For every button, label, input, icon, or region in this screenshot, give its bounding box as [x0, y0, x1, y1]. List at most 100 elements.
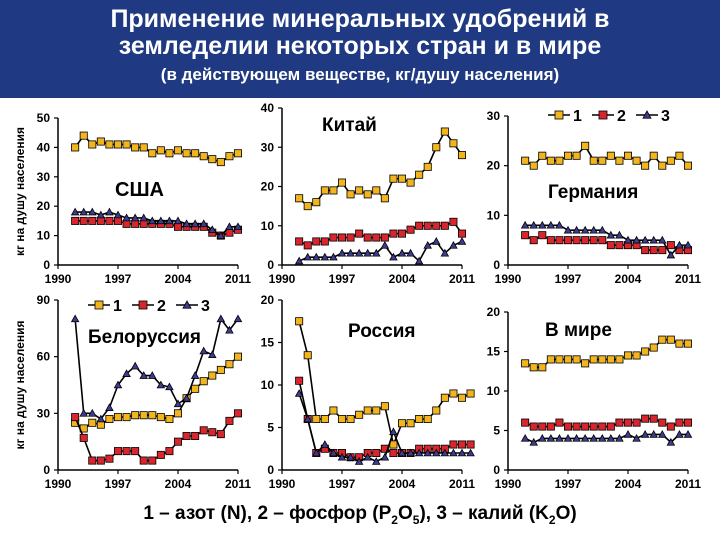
data-point: [346, 414, 355, 423]
data-point: [675, 151, 684, 160]
data-point: [598, 433, 607, 442]
data-point: [182, 300, 192, 309]
data-point: [606, 355, 615, 364]
data-point: [363, 190, 372, 199]
data-point: [623, 430, 633, 438]
data-point: [372, 457, 381, 465]
data-point: [397, 229, 406, 238]
data-point: [675, 418, 684, 427]
data-point: [581, 359, 590, 368]
data-point: [312, 414, 321, 423]
data-point: [641, 161, 650, 170]
x-tick-label: 2011: [225, 477, 251, 491]
data-point: [440, 448, 450, 457]
data-point: [440, 248, 450, 257]
data-point: [529, 161, 538, 170]
data-point: [225, 222, 234, 231]
data-point: [615, 355, 624, 364]
data-point: [642, 110, 652, 119]
data-point: [598, 225, 607, 234]
data-point: [337, 248, 347, 257]
y-tick-label: 20: [261, 293, 275, 307]
data-point: [346, 452, 355, 461]
data-point: [529, 363, 538, 372]
data-point: [346, 248, 355, 257]
data-point: [156, 413, 165, 422]
x-tick-label: 1990: [45, 272, 72, 286]
data-point: [329, 233, 338, 242]
data-point: [457, 448, 467, 457]
data-point: [165, 447, 174, 456]
data-point: [658, 430, 667, 438]
data-point: [225, 152, 234, 161]
data-point: [641, 347, 650, 356]
data-point: [598, 422, 607, 431]
data-point: [615, 433, 624, 442]
data-point: [606, 241, 615, 250]
data-point: [581, 422, 590, 431]
data-point: [355, 186, 364, 195]
data-point: [414, 256, 424, 265]
data-point: [173, 222, 182, 231]
series-line: [298, 130, 463, 208]
data-point: [190, 371, 200, 379]
data-point: [79, 433, 88, 442]
data-point: [182, 393, 191, 402]
data-point: [449, 448, 458, 457]
data-point: [389, 448, 398, 457]
data-point: [529, 422, 538, 431]
data-point: [521, 359, 530, 368]
data-point: [122, 213, 131, 222]
data-point: [380, 452, 390, 461]
y-tick-label: 50: [37, 111, 51, 125]
data-point: [131, 411, 140, 420]
data-point: [529, 437, 538, 446]
data-point: [555, 418, 564, 427]
data-point: [88, 140, 97, 149]
data-point: [397, 248, 407, 257]
chart-title: Россия: [348, 321, 415, 342]
data-point: [191, 149, 200, 158]
data-point: [397, 419, 406, 428]
data-point: [105, 207, 114, 216]
data-point: [88, 216, 97, 225]
data-point: [666, 335, 675, 344]
data-point: [606, 422, 615, 431]
data-point: [303, 202, 312, 211]
data-point: [564, 355, 573, 364]
data-point: [156, 450, 165, 459]
data-point: [580, 225, 590, 234]
data-point: [546, 156, 555, 165]
legend: 1 2 3: [88, 298, 210, 315]
data-point: [623, 235, 633, 244]
data-point: [389, 440, 398, 449]
data-point: [606, 151, 615, 160]
data-point: [538, 433, 547, 442]
data-point: [337, 452, 347, 461]
data-point: [380, 402, 389, 411]
chart-panel: 0 10 20 30 40 1990 1997 2004 2011 Китай: [261, 101, 476, 286]
data-point: [139, 143, 148, 152]
data-point: [649, 151, 658, 160]
x-tick-label: 2011: [449, 272, 475, 286]
data-point: [389, 252, 398, 261]
caption-part: O): [555, 503, 577, 524]
data-point: [589, 225, 598, 234]
data-point: [320, 440, 330, 448]
data-point: [423, 448, 432, 457]
x-tick-label: 2011: [225, 272, 251, 286]
data-point: [589, 433, 598, 442]
data-point: [233, 222, 243, 231]
data-point: [94, 300, 104, 310]
data-point: [354, 248, 364, 257]
caption-part: 1 – азот (N), 2 – фосфор (P: [143, 503, 392, 524]
data-point: [363, 233, 372, 242]
data-point: [589, 355, 598, 364]
data-point: [71, 216, 80, 225]
x-tick-label: 1997: [555, 272, 582, 286]
data-point: [658, 418, 667, 427]
y-tick-label: 60: [37, 350, 51, 364]
data-point: [683, 430, 693, 438]
data-point: [225, 360, 234, 369]
